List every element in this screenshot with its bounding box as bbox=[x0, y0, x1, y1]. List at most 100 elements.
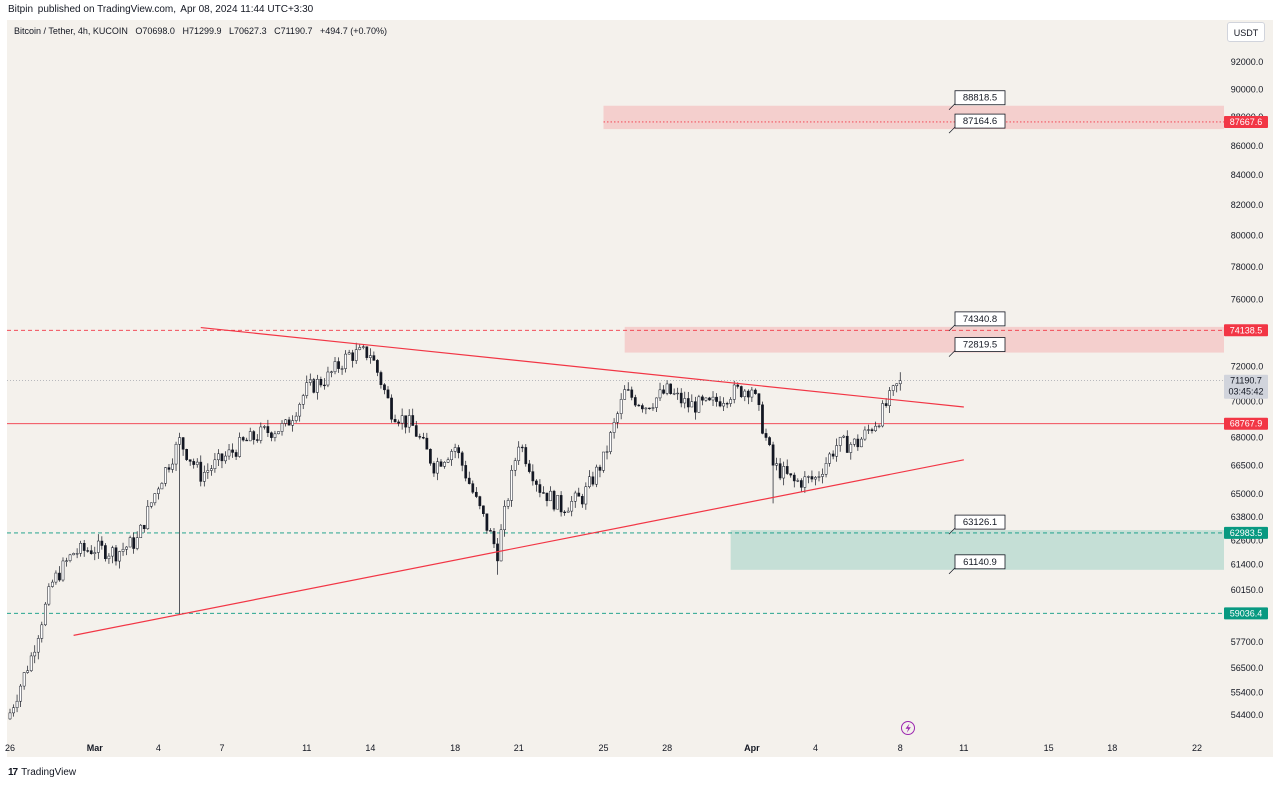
price-tick-label: 82000.0 bbox=[1231, 200, 1264, 210]
candle bbox=[881, 400, 884, 428]
candle bbox=[432, 461, 436, 477]
candle-body bbox=[510, 469, 513, 501]
candle-body bbox=[782, 466, 786, 479]
candle bbox=[351, 349, 355, 368]
candle-body bbox=[884, 403, 888, 406]
candle bbox=[386, 386, 390, 399]
candle-body bbox=[609, 432, 612, 452]
candle bbox=[213, 452, 217, 473]
candle bbox=[729, 397, 733, 407]
candle-body bbox=[171, 463, 174, 470]
candle-body bbox=[778, 463, 782, 479]
candle-body bbox=[252, 431, 256, 440]
candle-body bbox=[506, 500, 510, 507]
candle bbox=[715, 393, 718, 407]
lightning-icon[interactable] bbox=[901, 721, 915, 735]
candle bbox=[171, 458, 174, 473]
candle-body bbox=[305, 382, 309, 396]
candle-body bbox=[411, 415, 415, 426]
candle bbox=[746, 389, 750, 405]
candle-body bbox=[799, 480, 803, 488]
candle bbox=[453, 443, 457, 459]
candle bbox=[238, 432, 241, 458]
candle bbox=[460, 450, 464, 472]
candle bbox=[125, 546, 128, 556]
candle-body bbox=[100, 540, 104, 546]
candle bbox=[655, 397, 658, 413]
candle bbox=[358, 344, 362, 351]
candle bbox=[704, 397, 708, 402]
candle-body bbox=[19, 685, 22, 702]
candle bbox=[467, 471, 471, 485]
candle bbox=[344, 350, 347, 373]
candle-body bbox=[231, 449, 234, 453]
candle bbox=[58, 566, 61, 582]
candle bbox=[577, 487, 581, 497]
candle bbox=[178, 432, 181, 615]
candle-body bbox=[234, 452, 238, 457]
candle-body bbox=[386, 389, 390, 399]
currency-button[interactable]: USDT bbox=[1227, 22, 1265, 42]
candle-body bbox=[792, 474, 796, 482]
candle bbox=[888, 387, 892, 414]
chart-pane[interactable] bbox=[7, 20, 1273, 757]
candle bbox=[520, 444, 524, 453]
level-tag-text: 62983.5 bbox=[1230, 528, 1263, 538]
candle bbox=[51, 579, 54, 588]
candle-body bbox=[499, 529, 503, 562]
brand-name[interactable]: TradingView bbox=[21, 767, 77, 778]
candle-body bbox=[312, 379, 316, 393]
tradingview-logo-icon[interactable]: 17 bbox=[8, 767, 18, 778]
candle bbox=[284, 419, 287, 427]
candle bbox=[824, 457, 828, 478]
candle bbox=[54, 570, 58, 585]
candle-body bbox=[436, 461, 439, 474]
candle-body bbox=[598, 466, 602, 471]
candle bbox=[471, 480, 475, 494]
candle bbox=[527, 459, 531, 474]
zone-resistance-1 bbox=[624, 326, 1224, 353]
candle bbox=[114, 545, 118, 566]
candle-body bbox=[146, 506, 150, 530]
candle bbox=[690, 394, 694, 408]
level-tag-text: 59036.4 bbox=[1230, 608, 1263, 618]
countdown-text: 03:45:42 bbox=[1228, 387, 1263, 397]
candle-body bbox=[711, 396, 715, 401]
candle bbox=[354, 342, 358, 364]
candle bbox=[26, 665, 30, 674]
candle bbox=[36, 635, 40, 660]
candle-body bbox=[584, 486, 588, 505]
candle-body bbox=[181, 437, 185, 450]
candle-body bbox=[852, 438, 856, 445]
price-change: +494.7 (+0.70%) bbox=[319, 26, 388, 36]
candle bbox=[8, 708, 12, 720]
ohlc-high: H71299.9 bbox=[182, 26, 222, 36]
level-tag-87667.6 bbox=[1224, 115, 1268, 128]
callout-box bbox=[954, 514, 1006, 530]
symbol-name[interactable]: Bitcoin / Tether, 4h, KUCOIN bbox=[14, 26, 128, 36]
zone-resistance-0 bbox=[603, 105, 1224, 130]
candle bbox=[47, 583, 51, 606]
candle bbox=[559, 491, 563, 517]
publisher-name[interactable]: Bitpin bbox=[8, 4, 34, 15]
candle bbox=[61, 557, 65, 582]
candle-body bbox=[255, 439, 259, 441]
candle-body bbox=[358, 347, 362, 350]
candle bbox=[319, 376, 323, 388]
candle bbox=[227, 444, 231, 460]
candle bbox=[277, 431, 280, 435]
candle bbox=[104, 543, 107, 562]
candle bbox=[436, 457, 439, 481]
candles-group bbox=[8, 342, 902, 720]
candle bbox=[676, 387, 680, 400]
candle-body bbox=[277, 431, 280, 435]
candle-body bbox=[8, 712, 12, 720]
candle bbox=[563, 510, 566, 516]
candle-body bbox=[573, 492, 577, 502]
candle bbox=[856, 434, 860, 451]
candle-body bbox=[61, 560, 65, 581]
candle-body bbox=[157, 488, 160, 494]
candle-body bbox=[715, 396, 718, 402]
candle-body bbox=[718, 401, 722, 407]
